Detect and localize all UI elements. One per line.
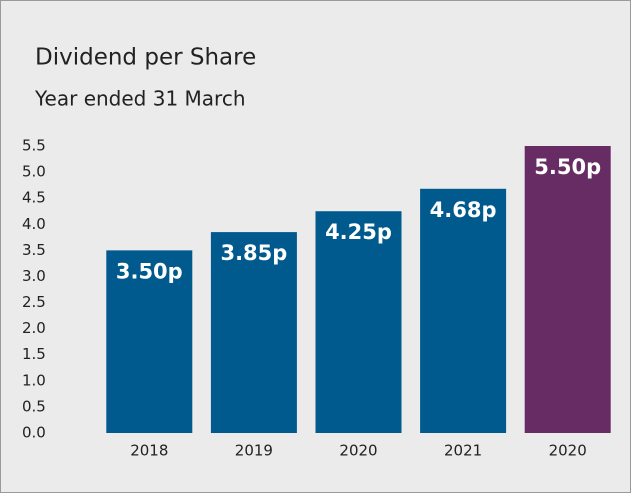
x-tick-label: 2021 xyxy=(444,442,482,460)
bar xyxy=(524,146,611,433)
value-label: 5.50p xyxy=(534,155,601,179)
value-label: 3.85p xyxy=(220,241,287,265)
y-tick-label: 2.5 xyxy=(22,293,46,311)
x-tick-label: 2018 xyxy=(130,442,168,460)
y-tick-label: 5.0 xyxy=(22,163,46,181)
y-tick-label: 5.5 xyxy=(22,137,46,155)
value-label: 3.50p xyxy=(116,259,183,283)
y-tick-label: 2.0 xyxy=(22,319,46,337)
y-tick-label: 3.0 xyxy=(22,267,46,285)
bar xyxy=(210,232,297,433)
y-tick-label: 3.5 xyxy=(22,241,46,259)
chart-subtitle: Year ended 31 March xyxy=(34,87,246,111)
y-tick-label: 4.5 xyxy=(22,189,46,207)
y-tick-label: 0.5 xyxy=(22,397,46,415)
x-tick-label: 2020 xyxy=(549,442,587,460)
x-tick-label: 2019 xyxy=(235,442,273,460)
x-tick-label: 2020 xyxy=(339,442,377,460)
y-tick-label: 0.0 xyxy=(22,424,46,442)
y-tick-label: 1.5 xyxy=(22,345,46,363)
y-tick-label: 1.0 xyxy=(22,371,46,389)
bar xyxy=(315,211,402,433)
chart-title: Dividend per Share xyxy=(35,45,256,71)
value-label: 4.25p xyxy=(325,220,392,244)
value-label: 4.68p xyxy=(430,198,497,222)
y-tick-label: 4.0 xyxy=(22,215,46,233)
bar xyxy=(420,188,507,433)
bar xyxy=(106,250,193,433)
